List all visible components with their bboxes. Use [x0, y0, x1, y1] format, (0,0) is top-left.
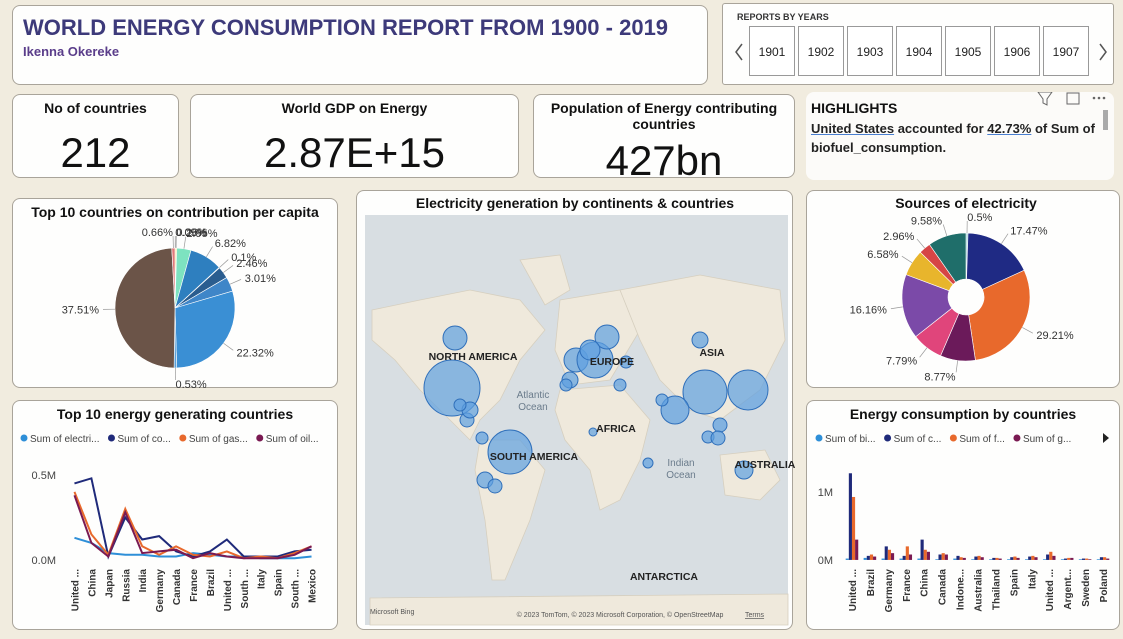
prev-arrow[interactable]	[735, 43, 743, 61]
highlight-text: of Sum of biofuel_consumption.	[811, 121, 1095, 155]
chart-panel	[12, 198, 338, 388]
highlight-text: accounted for	[894, 121, 988, 136]
year-button[interactable]: 1903	[847, 26, 893, 76]
chart-panel	[356, 190, 793, 630]
year-button[interactable]: 1904	[896, 26, 942, 76]
chart-panel	[806, 190, 1120, 388]
year-button[interactable]: 1902	[798, 26, 844, 76]
card-label: World GDP on Energy	[281, 100, 428, 116]
chart-panel	[12, 400, 338, 630]
card: Population of Energy contributing countr…	[533, 94, 795, 178]
card-value: 2.87E+15	[263, 129, 445, 176]
slicer-arrows	[735, 43, 1107, 61]
next-arrow[interactable]	[1099, 43, 1107, 61]
chart-panel	[806, 400, 1120, 630]
more-icon[interactable]	[1097, 96, 1101, 100]
header-panel: WORLD ENERGY CONSUMPTION REPORT FROM 190…	[12, 5, 708, 85]
slicer-title: REPORTS BY YEARS	[737, 12, 829, 22]
card-value: 427bn	[605, 137, 723, 178]
card-value: 212	[60, 129, 131, 176]
year-button[interactable]: 1907	[1043, 26, 1089, 76]
highlights-panel: HIGHLIGHTS United States accounted for 4…	[806, 92, 1114, 180]
report-title: WORLD ENERGY CONSUMPTION REPORT FROM 190…	[23, 15, 669, 40]
highlights-title: HIGHLIGHTS	[811, 100, 898, 116]
scrollbar[interactable]	[1103, 110, 1108, 130]
year-button[interactable]: 1905	[945, 26, 991, 76]
card: No of countries 212	[12, 94, 179, 178]
year-button[interactable]: 1906	[994, 26, 1040, 76]
highlight-country: United States	[811, 121, 895, 136]
card: World GDP on Energy 2.87E+15	[190, 94, 519, 178]
year-slicer: REPORTS BY YEARS 1901 1902 1903 1904 1905 190…	[722, 3, 1114, 85]
highlights-text: United States accounted for 42.73% of Su…	[811, 119, 1096, 157]
card-label: Population of Energy contributing countr…	[550, 100, 778, 132]
year-button[interactable]: 1901	[749, 26, 795, 76]
visual-icons	[1037, 92, 1108, 130]
highlight-value: 42.73%	[987, 121, 1032, 136]
more-icon[interactable]	[1092, 96, 1096, 100]
author: Ikenna Okereke	[23, 44, 120, 59]
filter-icon[interactable]	[1037, 92, 1053, 106]
card-label: No of countries	[44, 100, 147, 116]
focus-icon[interactable]	[1066, 92, 1080, 105]
more-icon[interactable]	[1102, 96, 1106, 100]
